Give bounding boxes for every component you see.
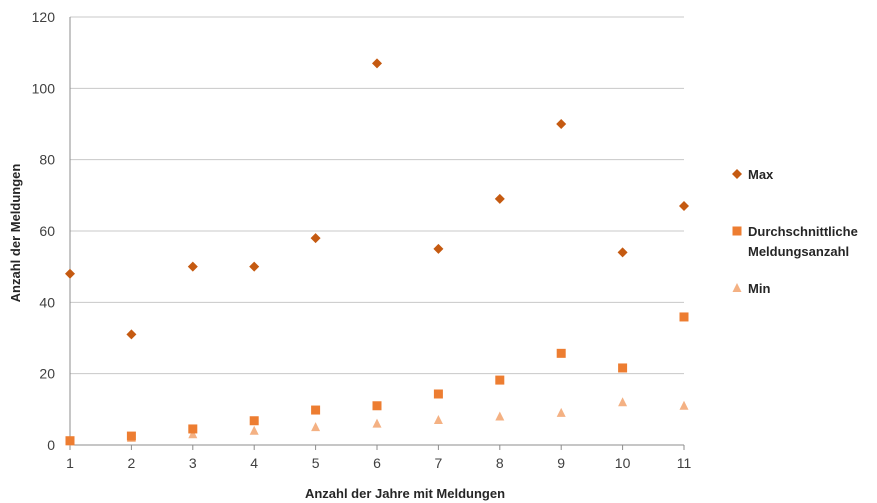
- x-tick-label: 5: [312, 455, 320, 471]
- series-square: [65, 312, 689, 446]
- y-tick-label: 0: [47, 437, 55, 453]
- legend-marker: [732, 283, 742, 292]
- data-point: [249, 425, 259, 435]
- data-point: [311, 405, 321, 415]
- x-tick-label: 6: [373, 455, 381, 471]
- x-tick-label: 10: [615, 455, 631, 471]
- data-point: [556, 407, 566, 417]
- y-tick-label: 60: [39, 223, 55, 239]
- data-point: [310, 233, 321, 244]
- data-point: [433, 243, 444, 254]
- data-point: [679, 201, 689, 212]
- legend-label: Max: [748, 167, 774, 182]
- x-tick-label: 4: [250, 455, 258, 471]
- data-point: [311, 422, 321, 432]
- legend: Max Durchschnittliche Meldungsanzahl Min: [732, 167, 858, 296]
- data-point: [495, 411, 505, 421]
- y-tick-label: 40: [39, 294, 55, 310]
- data-points: [65, 58, 689, 446]
- data-point: [618, 363, 628, 373]
- x-tick-label: 3: [189, 455, 197, 471]
- x-axis-title: Anzahl der Jahre mit Meldungen: [305, 486, 505, 501]
- x-tick-label: 1: [66, 455, 74, 471]
- data-point: [556, 119, 567, 129]
- series-diamond: [65, 58, 689, 340]
- x-tick-labels: 1 2 3 4 5 6 7 8 9 10 11: [66, 455, 691, 471]
- data-point: [372, 58, 382, 69]
- y-gridlines: [70, 16, 684, 375]
- data-point: [126, 431, 136, 441]
- y-axis-title: Anzahl der Meldungen: [8, 164, 23, 303]
- data-point: [126, 329, 137, 340]
- legend-label: Durchschnittliche: [748, 224, 858, 239]
- x-tick-label: 8: [496, 455, 504, 471]
- data-point: [433, 415, 443, 425]
- data-point: [433, 389, 443, 399]
- x-tick-label: 7: [435, 455, 443, 471]
- data-point: [494, 193, 505, 204]
- data-point: [679, 400, 689, 410]
- x-tick-label: 2: [128, 455, 136, 471]
- y-tick-label: 100: [32, 80, 56, 96]
- y-tick-labels: 0 20 40 60 80 100 120: [32, 9, 56, 453]
- legend-label: Meldungsanzahl: [748, 244, 849, 259]
- data-point: [65, 436, 75, 446]
- data-point: [249, 416, 259, 426]
- x-tick-label: 9: [557, 455, 565, 471]
- y-tick-label: 20: [39, 366, 55, 382]
- legend-marker: [732, 169, 742, 179]
- data-point: [65, 268, 75, 279]
- data-point: [372, 418, 382, 428]
- data-point: [188, 429, 198, 439]
- data-point: [556, 348, 566, 358]
- data-point: [618, 397, 628, 407]
- legend-label: Min: [748, 281, 770, 296]
- data-point: [372, 401, 382, 411]
- x-tick-label: 11: [677, 455, 692, 471]
- data-point: [188, 424, 198, 434]
- data-point: [249, 261, 260, 272]
- y-tick-label: 120: [32, 9, 56, 25]
- legend-marker: [732, 226, 742, 236]
- data-point: [617, 247, 628, 258]
- data-point: [495, 375, 505, 385]
- data-point: [187, 261, 198, 272]
- y-tick-label: 80: [39, 152, 55, 168]
- data-point: [679, 312, 689, 322]
- axes: [69, 17, 685, 450]
